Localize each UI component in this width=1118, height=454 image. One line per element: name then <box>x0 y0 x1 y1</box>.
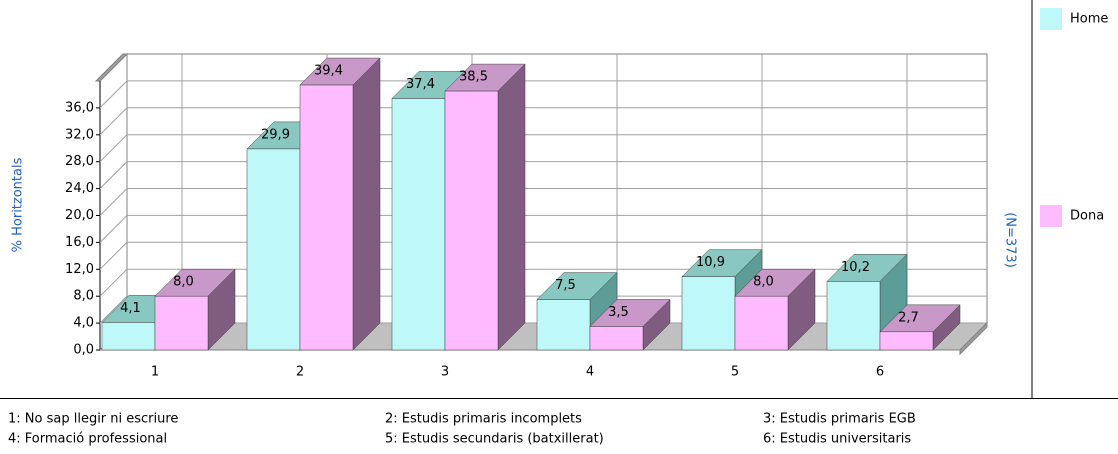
x-tick-label: 1 <box>151 365 159 380</box>
footnote: 1: No sap llegir ni escriure <box>8 412 178 427</box>
value-label: 8,0 <box>173 275 194 290</box>
footnote: 2: Estudis primaris incomplets <box>385 412 582 427</box>
floor-edge <box>959 321 988 356</box>
value-label: 8,0 <box>753 275 774 290</box>
x-tick-label: 5 <box>731 365 739 380</box>
legend-swatch <box>1040 205 1062 227</box>
footnote: 3: Estudis primaris EGB <box>763 412 916 427</box>
bar <box>391 98 446 351</box>
x-tick-label: 2 <box>296 365 304 380</box>
legend-label: Dona <box>1070 209 1104 224</box>
y-tick-label: 32,0 <box>65 127 94 142</box>
bar <box>826 281 881 351</box>
wall-edge <box>94 53 129 82</box>
grid-line <box>99 80 987 109</box>
value-label: 2,7 <box>898 310 919 325</box>
y-tick-label: 12,0 <box>65 262 94 277</box>
value-label: 38,5 <box>459 70 488 85</box>
bar-side <box>352 57 381 351</box>
bar-side <box>497 63 526 351</box>
value-label: 37,4 <box>406 77 435 92</box>
x-tick-label: 3 <box>441 365 449 380</box>
y-tick-label: 0,0 <box>73 343 94 358</box>
y-tick-label: 16,0 <box>65 235 94 250</box>
annotation: (N=373) <box>1003 212 1018 268</box>
footnote: 5: Estudis secundaris (batxillerat) <box>385 432 604 447</box>
grid-line <box>99 134 987 163</box>
grid-line <box>99 214 987 243</box>
bar <box>536 299 591 351</box>
y-tick-label: 36,0 <box>65 100 94 115</box>
x-tick-label: 6 <box>876 365 884 380</box>
grid-line <box>99 161 987 189</box>
bar <box>589 326 644 351</box>
y-axis-label: % Horitzontals <box>11 157 26 252</box>
value-label: 39,4 <box>314 64 343 79</box>
legend-label: Home <box>1070 12 1108 27</box>
bar <box>154 295 209 351</box>
y-tick-label: 28,0 <box>65 154 94 169</box>
bar <box>444 90 499 351</box>
bar <box>734 295 789 351</box>
value-label: 3,5 <box>608 305 629 320</box>
value-label: 4,1 <box>120 301 141 316</box>
bar <box>246 148 301 351</box>
grid-line <box>99 188 987 216</box>
value-label: 7,5 <box>555 278 576 293</box>
y-tick-label: 8,0 <box>73 289 94 304</box>
footnote: 4: Formació professional <box>8 432 167 447</box>
bar <box>879 331 934 351</box>
value-label: 10,2 <box>841 260 870 275</box>
y-tick-label: 4,0 <box>73 316 94 331</box>
footnote: 6: Estudis universitaris <box>763 432 911 447</box>
x-tick-label: 4 <box>586 365 594 380</box>
legend-swatch <box>1040 8 1062 30</box>
y-tick-label: 24,0 <box>65 181 94 196</box>
bar <box>681 276 736 351</box>
bar <box>101 322 156 351</box>
grid-line <box>99 241 987 270</box>
value-label: 29,9 <box>261 127 290 142</box>
bar <box>299 84 354 351</box>
y-tick-label: 20,0 <box>65 208 94 223</box>
grid-line <box>99 107 987 136</box>
value-label: 10,9 <box>696 255 725 270</box>
